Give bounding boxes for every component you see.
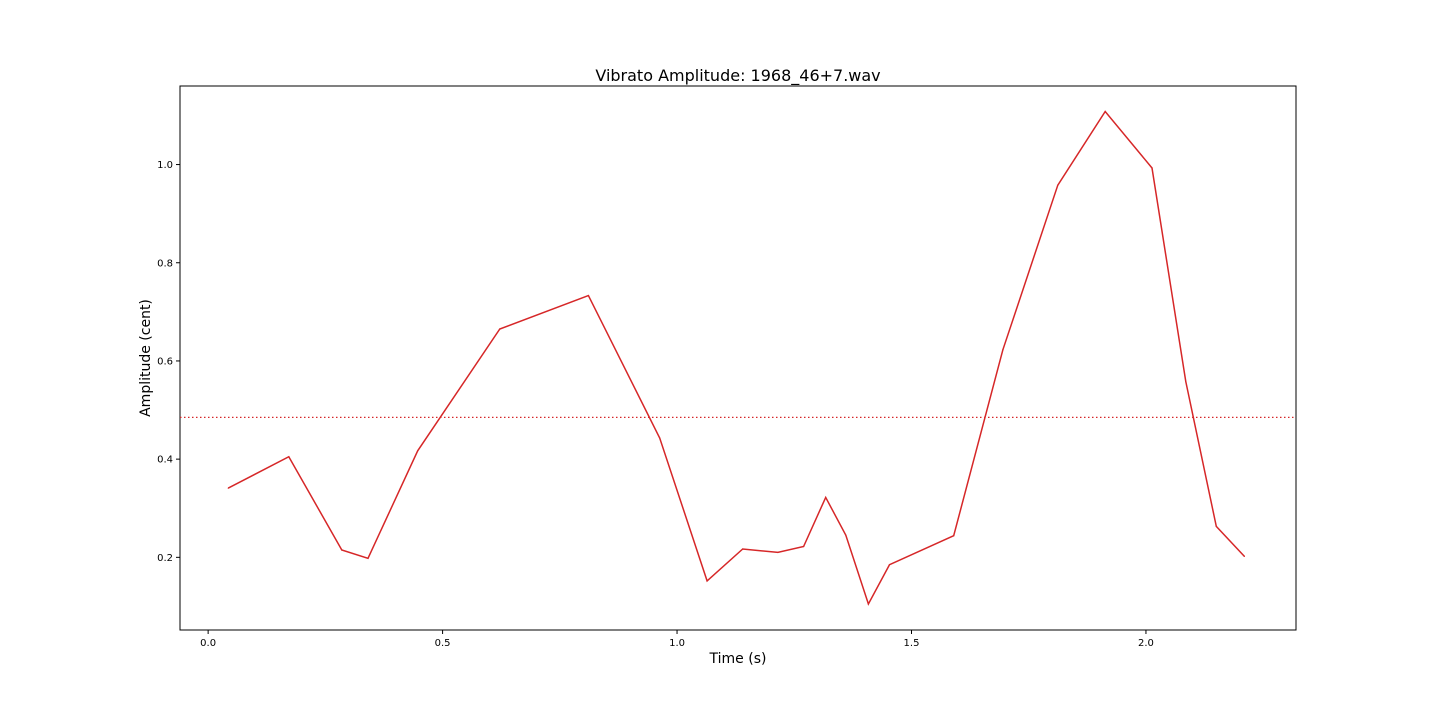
plot-frame xyxy=(179,85,1297,631)
x-tick-label: 2.0 xyxy=(1138,638,1154,649)
data-point xyxy=(953,535,955,537)
data-point xyxy=(1104,110,1106,113)
data-point xyxy=(706,580,708,582)
x-tick-label: 1.5 xyxy=(904,638,920,649)
data-point xyxy=(867,603,869,605)
data-point xyxy=(288,456,290,458)
data-point xyxy=(417,450,419,452)
x-tick-label: 1.0 xyxy=(669,638,685,649)
data-point xyxy=(888,564,891,566)
x-tick-label: 0.5 xyxy=(435,638,451,649)
data-point xyxy=(1215,525,1217,528)
y-tick-label: 0.2 xyxy=(157,553,173,564)
chart-title: Vibrato Amplitude: 1968_46+7.wav xyxy=(595,66,880,86)
data-point xyxy=(587,295,590,297)
data-point xyxy=(1057,184,1059,186)
y-tick-label: 0.4 xyxy=(157,455,173,466)
y-axis-ticks: 0.2 0.4 0.6 0.8 1.0 xyxy=(157,160,180,564)
data-point xyxy=(825,496,827,499)
series-line-amplitude xyxy=(227,110,1245,606)
data-point xyxy=(777,551,779,554)
x-axis-ticks: 0.0 0.5 1.0 1.5 2.0 xyxy=(200,630,1154,649)
y-axis-label: Amplitude (cent) xyxy=(138,299,154,417)
data-point xyxy=(227,487,229,489)
data-point xyxy=(1151,167,1153,169)
x-axis-label: Time (s) xyxy=(709,651,767,667)
data-point xyxy=(341,549,343,551)
data-point xyxy=(1002,349,1004,351)
data-point xyxy=(1185,380,1187,383)
y-tick-label: 1.0 xyxy=(157,160,173,171)
data-point xyxy=(742,548,744,550)
data-points xyxy=(227,110,1246,605)
data-point xyxy=(367,557,369,559)
data-point xyxy=(845,534,847,536)
data-point xyxy=(659,437,661,439)
x-tick-label: 0.0 xyxy=(200,638,216,649)
data-point xyxy=(803,545,805,548)
data-point xyxy=(1243,555,1246,557)
y-tick-label: 0.6 xyxy=(157,356,173,367)
data-point xyxy=(499,328,501,330)
y-tick-label: 0.8 xyxy=(157,258,173,269)
